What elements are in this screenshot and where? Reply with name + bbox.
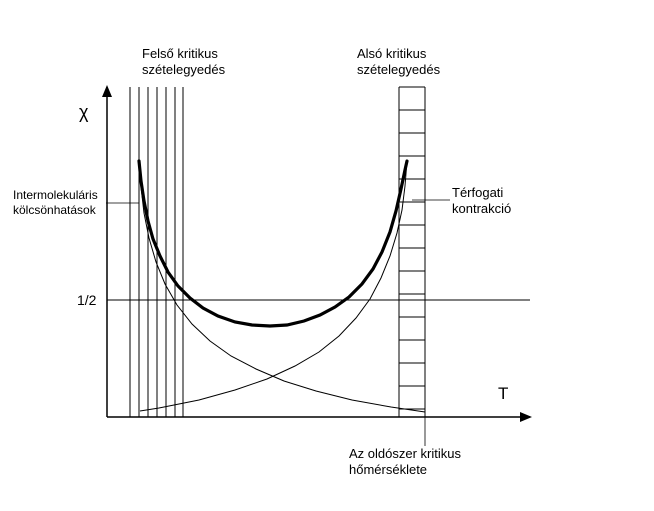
intermolecular-label-line1: Intermolekuláris [13, 188, 98, 202]
contraction-label-line2: kontrakció [452, 201, 511, 216]
lower-critical-label-line2: szételegyedés [357, 62, 441, 77]
chi-vs-temperature-chart: χT1/2Felső kritikusszételegyedésAlsó kri… [0, 0, 654, 511]
solvent-label-line2: hőmérséklete [349, 462, 427, 477]
contraction-label-line1: Térfogati [452, 185, 503, 200]
y-axis-label: χ [79, 102, 89, 122]
chart-bg [0, 0, 654, 511]
lower-critical-label-line1: Alsó kritikus [357, 46, 427, 61]
half-label: 1/2 [77, 292, 97, 308]
solvent-label-line1: Az oldószer kritikus [349, 446, 461, 461]
x-axis-label: T [498, 384, 508, 403]
intermolecular-label-line2: kölcsönhatások [13, 203, 97, 217]
upper-critical-label-line2: szételegyedés [142, 62, 226, 77]
upper-critical-label-line1: Felső kritikus [142, 46, 218, 61]
